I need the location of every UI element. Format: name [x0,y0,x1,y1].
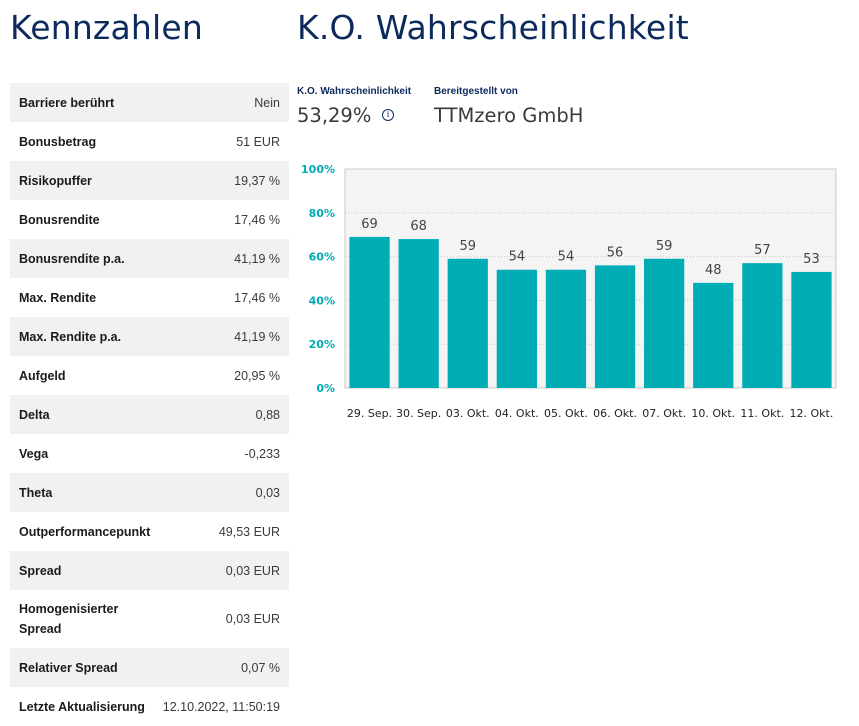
kennzahl-label: Bonusrendite [19,212,100,227]
bar-value-label: 56 [607,245,624,260]
kennzahl-label: Bonusbetrag [19,134,97,149]
kennzahl-value: 12.10.2022, 11:50:19 [162,699,280,714]
kennzahlen-title: Kennzahlen [10,8,203,47]
kennzahl-row: Aufgeld 20,95 % [10,356,289,395]
bar [644,258,685,388]
bar-value-label: 68 [410,219,427,234]
kennzahl-value: 41,19 % [234,251,280,266]
kennzahl-row: Max. Rendite p.a. 41,19 % [10,317,289,356]
bar [594,265,636,388]
kennzahl-value: 0,03 EUR [225,563,280,578]
bar-value-label: 53 [803,252,820,267]
kennzahl-label: Letzte Aktualisierung [19,699,145,714]
provider-label: Bereitgestellt von [434,86,518,97]
bar-value-label: 54 [509,250,526,265]
bar-value-label: 48 [705,263,722,278]
kennzahl-label: Outperformancepunkt [19,524,151,539]
kennzahl-row: Max. Rendite 17,46 % [10,278,289,317]
kennzahl-value: 17,46 % [234,212,280,227]
x-tick-label: 03. Okt. [446,407,490,420]
kennzahl-row: Barriere berührt Nein [10,83,289,122]
y-tick-label: 0% [316,382,335,395]
kennzahl-value: 41,19 % [234,329,280,344]
ko-title: K.O. Wahrscheinlichkeit [297,8,689,47]
kennzahl-row: Letzte Aktualisierung 12.10.2022, 11:50:1… [10,687,289,726]
kennzahl-row: Spread 0,03 EUR [10,551,289,590]
kennzahl-label: Max. Rendite p.a. [19,329,122,344]
x-tick-label: 07. Okt. [642,407,686,420]
kennzahl-label: Bonusrendite p.a. [19,251,125,266]
y-tick-label: 60% [309,251,335,264]
kennzahl-value: 19,37 % [234,173,280,188]
bar [693,282,734,388]
bar [496,269,537,388]
bar-value-label: 54 [558,250,575,265]
y-tick-label: 100% [301,163,335,176]
x-tick-label: 29. Sep. [347,407,392,420]
bar [447,258,488,388]
kennzahl-value: 0,03 [255,485,280,500]
x-tick-label: 11. Okt. [740,407,784,420]
bar [349,236,390,388]
kennzahl-label: Vega [19,446,49,461]
kennzahl-label: Spread [19,563,62,578]
kennzahl-value: 0,03 EUR [225,612,280,626]
ko-probability-label: K.O. Wahrscheinlichkeit [297,86,412,97]
kennzahl-row: Theta 0,03 [10,473,289,512]
kennzahl-value: 0,88 [255,407,280,422]
kennzahl-label: Risikopuffer [19,173,92,188]
kennzahl-value: -0,233 [244,446,280,461]
kennzahl-row: Relativer Spread 0,07 % [10,648,289,687]
kennzahl-value: 20,95 % [234,368,280,383]
y-tick-label: 80% [309,207,335,220]
kennzahlen-table: Barriere berührt Nein Bonusbetrag 51 EUR Ris… [10,83,289,726]
x-tick-label: 04. Okt. [495,407,539,420]
kennzahl-label: Homogenisierter Spread [19,602,119,636]
x-tick-label: 06. Okt. [593,407,637,420]
info-circle-icon[interactable]: i [382,109,394,121]
kennzahl-label: Aufgeld [19,368,66,383]
kennzahl-label: Relativer Spread [19,660,118,675]
kennzahl-row: Homogenisierter Spread 0,03 EUR [10,590,289,648]
kennzahl-value: 17,46 % [234,290,280,305]
kennzahl-label: Max. Rendite [19,290,97,305]
kennzahl-row: Bonusrendite 17,46 % [10,200,289,239]
kennzahl-label: Barriere berührt [19,95,115,110]
kennzahl-label: Delta [19,407,50,422]
bar-value-label: 59 [459,239,476,254]
kennzahl-value: Nein [254,95,280,110]
x-tick-label: 30. Sep. [396,407,441,420]
kennzahl-row: Risikopuffer 19,37 % [10,161,289,200]
bar-value-label: 59 [656,239,673,254]
kennzahl-row: Outperformancepunkt 49,53 EUR [10,512,289,551]
kennzahl-row: Delta 0,88 [10,395,289,434]
y-tick-label: 20% [309,338,335,351]
kennzahl-label: Theta [19,485,53,500]
x-tick-label: 05. Okt. [544,407,588,420]
kennzahl-value: 51 EUR [236,134,280,149]
bar-value-label: 69 [361,217,378,232]
bar [791,271,832,388]
kennzahl-row: Bonusbetrag 51 EUR [10,122,289,161]
ko-probability-value: 53,29% [297,104,372,127]
bar [398,239,439,388]
kennzahl-row: Bonusrendite p.a. 41,19 % [10,239,289,278]
x-tick-label: 10. Okt. [691,407,735,420]
kennzahl-row: Vega -0,233 [10,434,289,473]
kennzahl-value: 49,53 EUR [218,524,280,539]
y-tick-label: 40% [309,294,335,307]
bar [545,269,587,388]
x-tick-label: 12. Okt. [790,407,834,420]
provider-value: TTMzero GmbH [434,104,584,127]
bar [742,263,783,388]
bar-value-label: 57 [754,243,771,258]
kennzahl-value: 0,07 % [241,660,280,675]
